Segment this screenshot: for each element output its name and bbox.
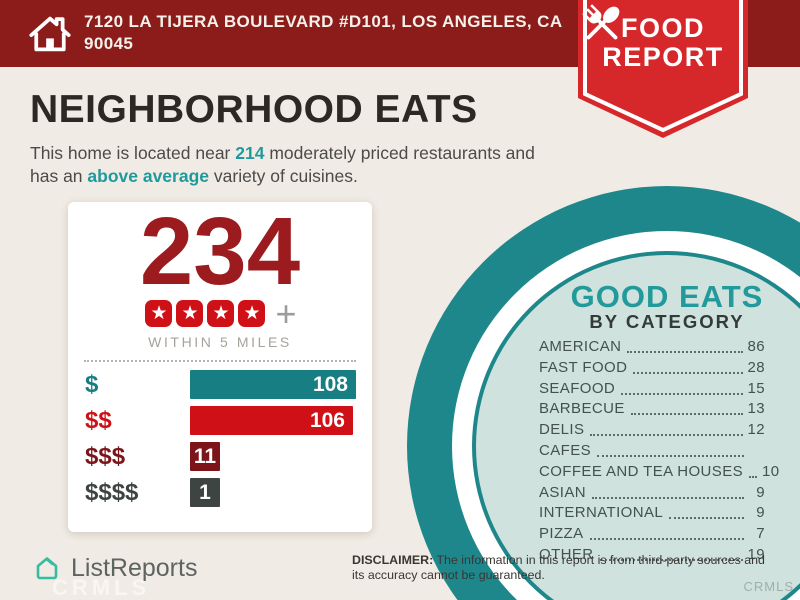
list-item: DELIS 12 (539, 421, 765, 439)
listreports-logo: ListReports (32, 553, 197, 583)
list-item: SEAFOOD 15 (539, 379, 765, 397)
list-item: FAST FOOD 28 (539, 358, 765, 376)
price-tier-bar: 106 (190, 406, 353, 436)
house-icon (29, 16, 71, 52)
good-eats-subtitle: BY CATEGORY (589, 311, 745, 332)
price-tier-label: $ (85, 371, 99, 399)
dotted-leader (592, 496, 744, 499)
star-badge: ★ (238, 300, 266, 328)
list-item: BARBECUE 13 (539, 400, 765, 418)
crmls-watermark-left: CRMLS (52, 575, 151, 600)
price-tier-bar: 11 (190, 442, 220, 472)
list-item: INTERNATIONAL 9 (539, 504, 765, 522)
restaurant-count: 214 (235, 143, 265, 163)
dotted-divider (84, 360, 356, 363)
dotted-leader (597, 454, 744, 457)
property-address: 7120 LA TIJERA BOULEVARD #D101, LOS ANGE… (84, 12, 563, 54)
price-tier-label: $$$$ (85, 479, 139, 507)
dotted-leader (599, 558, 743, 561)
badge-line1: FOOD (621, 13, 705, 43)
brand-name: ListReports (71, 553, 198, 582)
total-restaurants: 234 (139, 198, 301, 305)
dotted-leader (590, 434, 743, 437)
dotted-leader (627, 351, 743, 353)
variety-highlight: above average (87, 166, 210, 187)
category-list: AMERICAN 86 FAST FOOD 28 SEAFOOD 15 BARBECU… (539, 338, 780, 569)
list-item: OTHER 19 (539, 545, 765, 563)
star-badge: ★ (145, 300, 173, 328)
listreports-house-icon (36, 557, 58, 580)
summary-card: 234 ★ ★ ★ ★ + WITHIN 5 MILES $ 108 $$ 106 $… (68, 202, 372, 532)
dotted-leader (589, 538, 744, 541)
list-item: AMERICAN 86 (539, 338, 765, 355)
plus-sign: + (275, 293, 297, 335)
good-eats-circle (476, 255, 800, 600)
price-tier-bar: 1 (190, 478, 220, 508)
page-subtitle: This home is located near 214 moderately… (30, 143, 535, 187)
dotted-leader (749, 475, 758, 478)
list-item: COFFEE AND TEA HOUSES 10 (539, 462, 780, 480)
list-item: ASIAN 9 (539, 483, 765, 501)
badge-line2: REPORT (602, 42, 724, 73)
price-bar-row: $$$$ 1 (68, 478, 372, 508)
list-item: CAFES (539, 442, 765, 459)
food-report-badge: FOOD REPORT (578, 0, 748, 140)
disclaimer: DISCLAIMER: The information in this repo… (352, 553, 765, 582)
price-bar-row: $$$ 11 (68, 442, 372, 472)
dotted-leader (630, 413, 743, 416)
list-item: PIZZA 7 (539, 525, 765, 543)
price-tier-label: $$$ (85, 443, 126, 471)
star-rating: ★ ★ ★ ★ + (68, 293, 372, 335)
dotted-leader (621, 392, 743, 395)
star-badges: ★ ★ ★ ★ (143, 300, 267, 328)
star-badge: ★ (176, 300, 204, 328)
dotted-leader (669, 517, 744, 520)
price-bar-row: $ 108 (68, 370, 372, 400)
price-bar-row: $$ 106 (68, 406, 372, 436)
dotted-leader (633, 371, 743, 374)
price-tier-bar: 108 (190, 370, 356, 400)
crmls-watermark-right: CRMLS (743, 579, 794, 594)
page-title: NEIGHBORHOOD EATS (30, 88, 478, 131)
spoon-fork-icon (582, 4, 620, 40)
star-badge: ★ (207, 300, 235, 328)
good-eats-title: GOOD EATS (570, 279, 764, 314)
radius-caption: WITHIN 5 MILES (148, 334, 292, 351)
price-tier-label: $$ (85, 407, 112, 435)
